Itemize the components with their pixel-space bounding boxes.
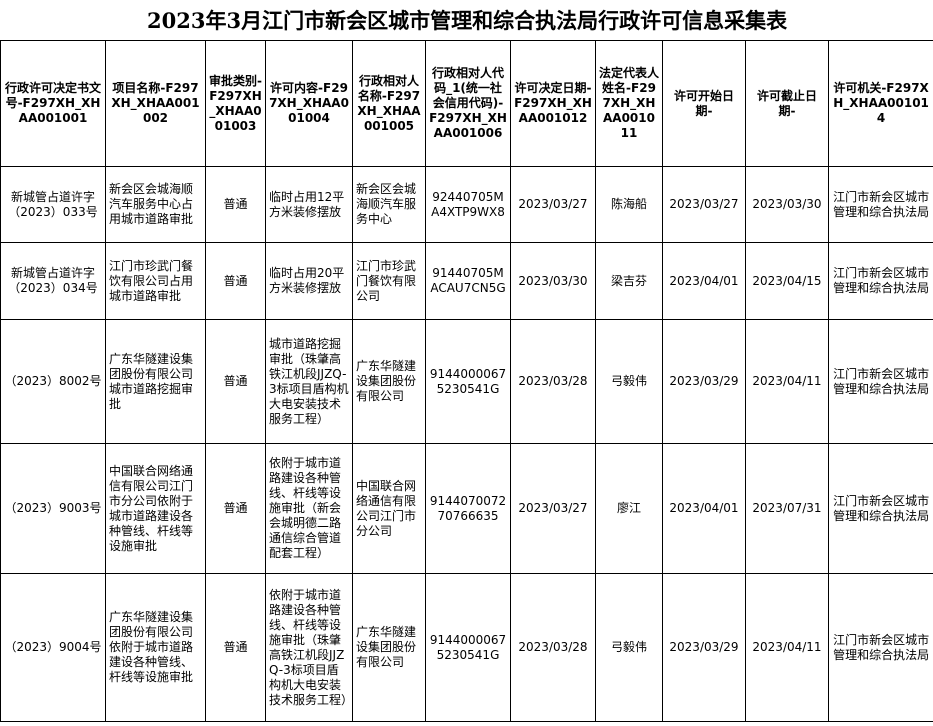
header-cell: 许可开始日期-	[662, 40, 746, 167]
data-cell: 中国联合网络通信有限公司江门市分公司依附于城市道路建设各种管线、杆线等设施审批	[105, 443, 206, 574]
data-cell: 江门市珍武门餐饮有限公司占用城市道路审批	[105, 242, 206, 320]
data-cell: 临时占用20平方米装修摆放	[265, 242, 353, 320]
data-cell: 新城管占道许字（2023）034号	[0, 242, 106, 320]
data-cell: 2023/03/29	[662, 573, 746, 722]
data-cell: 江门市新会区城市管理和综合执法局	[827, 319, 933, 444]
header-cell: 行政许可决定书文号-F297XH_XHAA001001	[0, 40, 106, 167]
data-cell: 江门市新会区城市管理和综合执法局	[827, 573, 933, 722]
data-cell: 2023/03/27	[510, 443, 596, 574]
data-cell: 弓毅伟	[595, 573, 663, 722]
data-cell: 2023/03/30	[745, 166, 829, 243]
data-cell: 新会区会城海顺汽车服务中心	[352, 166, 426, 243]
data-cell: 广东华隧建设集团股份有限公司	[352, 319, 426, 444]
header-cell: 许可截止日期-	[745, 40, 829, 167]
header-cell: 审批类别-F297XH_XHAA001003	[205, 40, 266, 167]
data-cell: 2023/03/27	[510, 166, 596, 243]
data-cell: 2023/03/29	[662, 319, 746, 444]
data-cell: 2023/04/01	[662, 443, 746, 574]
data-cell: （2023）9003号	[0, 443, 106, 574]
data-cell: 江门市新会区城市管理和综合执法局	[827, 443, 933, 574]
data-cell: 91440705MACAU7CN5G	[425, 242, 511, 320]
data-cell: 91440000675230541G	[425, 573, 511, 722]
title-row: 2023年3月江门市新会区城市管理和综合执法局行政许可信息采集表	[0, 0, 933, 41]
data-cell: 2023/03/28	[510, 319, 596, 444]
data-cell: 陈海船	[595, 166, 663, 243]
data-cell: 2023/04/15	[745, 242, 829, 320]
data-row: 新城管占道许字（2023）034号 江门市珍武门餐饮有限公司占用城市道路审批 普通临…	[0, 242, 933, 320]
data-cell: 广东华隧建设集团股份有限公司城市道路挖掘审批	[105, 319, 206, 444]
data-cell: 梁吉芬	[595, 242, 663, 320]
data-row: 新城管占道许字（2023）033号 新会区会城海顺汽车服务中心占用城市道路审批 普通…	[0, 166, 933, 243]
header-cell: 许可内容-F297XH_XHAA001004	[265, 40, 353, 167]
data-cell: 2023/03/27	[662, 166, 746, 243]
data-cell: 广东华隧建设集团股份有限公司	[352, 573, 426, 722]
data-cell: 城市道路挖掘审批（珠肇高铁江机段JJZQ-3标项目盾构机大电安装技术服务工程）	[265, 319, 353, 444]
data-cell: 914407007270766635	[425, 443, 511, 574]
data-cell: 普通	[205, 242, 266, 320]
data-row: （2023）9003号 中国联合网络通信有限公司江门市分公司依附于城市道路建设各种…	[0, 443, 933, 574]
data-cell: 2023/04/11	[745, 319, 829, 444]
header-cell: 许可机关-F297XH_XHAA001014	[827, 40, 933, 167]
data-cell: 廖江	[595, 443, 663, 574]
table-title: 2023年3月江门市新会区城市管理和综合执法局行政许可信息采集表	[0, 0, 933, 41]
data-row: （2023）9004号 广东华隧建设集团股份有限公司依附于城市道路建设各种管线、杆…	[0, 573, 933, 722]
header-cell: 项目名称-F297XH_XHAA001002	[105, 40, 206, 167]
header-cell: 行政相对人代码_1(统一社会信用代码)-F297XH_XHAA001006	[425, 40, 511, 167]
data-cell: 依附于城市道路建设各种管线、杆线等设施审批（新会会城明德二路通信综合管道配套工程…	[265, 443, 353, 574]
data-cell: 普通	[205, 573, 266, 722]
header-cell: 许可决定日期-F297XH_XHAA001012	[510, 40, 596, 167]
data-cell: 普通	[205, 319, 266, 444]
data-cell: 2023/03/30	[510, 242, 596, 320]
data-cell: 新会区会城海顺汽车服务中心占用城市道路审批	[105, 166, 206, 243]
data-cell: 广东华隧建设集团股份有限公司依附于城市道路建设各种管线、杆线等设施审批	[105, 573, 206, 722]
data-cell: 江门市珍武门餐饮有限公司	[352, 242, 426, 320]
data-cell: 弓毅伟	[595, 319, 663, 444]
data-cell: 2023/04/11	[745, 573, 829, 722]
header-row: 行政许可决定书文号-F297XH_XHAA001001 项目名称-F297XH_X…	[0, 40, 933, 167]
data-cell: 新城管占道许字（2023）033号	[0, 166, 106, 243]
data-row: （2023）8002号 广东华隧建设集团股份有限公司城市道路挖掘审批 普通 城市道路挖…	[0, 319, 933, 444]
data-cell: 普通	[205, 443, 266, 574]
header-cell: 法定代表人姓名-F297XH_XHAA001011	[595, 40, 663, 167]
data-cell: 2023/07/31	[745, 443, 829, 574]
data-cell: （2023）8002号	[0, 319, 106, 444]
data-cell: （2023）9004号	[0, 573, 106, 722]
header-cell: 行政相对人名称-F297XH_XHAA001005	[352, 40, 426, 167]
data-cell: 临时占用12平方米装修摆放	[265, 166, 353, 243]
data-cell: 江门市新会区城市管理和综合执法局	[827, 166, 933, 243]
data-cell: 江门市新会区城市管理和综合执法局	[827, 242, 933, 320]
data-cell: 中国联合网络通信有限公司江门市分公司	[352, 443, 426, 574]
data-cell: 91440000675230541G	[425, 319, 511, 444]
data-cell: 依附于城市道路建设各种管线、杆线等设施审批（珠肇高铁江机段JJZQ-3标项目盾构…	[265, 573, 353, 722]
data-cell: 2023/03/28	[510, 573, 596, 722]
data-cell: 2023/04/01	[662, 242, 746, 320]
data-cell: 普通	[205, 166, 266, 243]
data-cell: 92440705MA4XTP9WX8	[425, 166, 511, 243]
